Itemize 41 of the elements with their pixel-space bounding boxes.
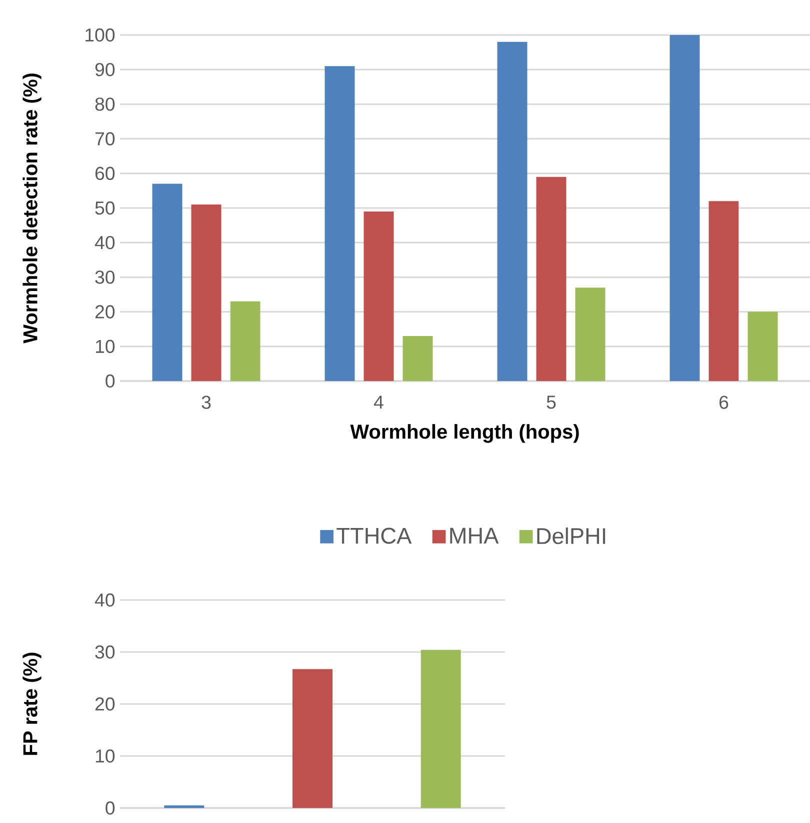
bar <box>230 301 260 381</box>
y-tick-label: 10 <box>96 749 115 763</box>
legend-label: TTHCA <box>336 528 412 544</box>
y-tick-label: 20 <box>95 697 115 711</box>
bar <box>191 204 222 381</box>
x-tick-label: 6 <box>720 396 728 409</box>
legend-label: DelPHI <box>537 527 606 544</box>
bar <box>164 805 204 808</box>
y-tick-label: 90 <box>95 62 115 76</box>
bar <box>670 34 700 381</box>
bar <box>497 42 528 381</box>
y-axis-title: Wormhole detection rate (%) <box>22 74 42 344</box>
bar <box>536 176 566 381</box>
y-axis-title: FP rate (%) <box>22 652 42 755</box>
y-tick-label: 50 <box>95 201 115 215</box>
bar <box>402 336 433 381</box>
bar <box>152 184 182 381</box>
y-tick-label: 40 <box>94 593 115 607</box>
y-tick-label: 20 <box>95 305 115 318</box>
y-tick-label: 80 <box>95 98 115 111</box>
x-axis-title: Wormhole length (hops) <box>350 424 579 443</box>
y-tick-label: 30 <box>95 270 115 284</box>
x-tick-label: 4 <box>374 396 384 409</box>
bar <box>292 669 333 808</box>
y-tick-label: 100 <box>86 28 115 42</box>
x-tick-label: 3 <box>202 396 211 409</box>
y-tick-label: 0 <box>106 374 115 388</box>
y-tick-label: 10 <box>96 340 115 354</box>
bar <box>748 312 778 381</box>
y-tick-label: 30 <box>95 645 115 659</box>
x-tick-label: 5 <box>546 396 556 409</box>
bar <box>420 650 461 808</box>
bar <box>324 66 355 381</box>
legend-label: MHA <box>450 528 499 544</box>
bar <box>708 201 739 381</box>
y-tick-label: 40 <box>94 236 115 250</box>
y-tick-label: 70 <box>95 132 115 146</box>
bar <box>364 211 394 381</box>
bar <box>575 288 606 381</box>
y-tick-label: 60 <box>95 166 115 180</box>
y-tick-label: 0 <box>106 801 115 815</box>
